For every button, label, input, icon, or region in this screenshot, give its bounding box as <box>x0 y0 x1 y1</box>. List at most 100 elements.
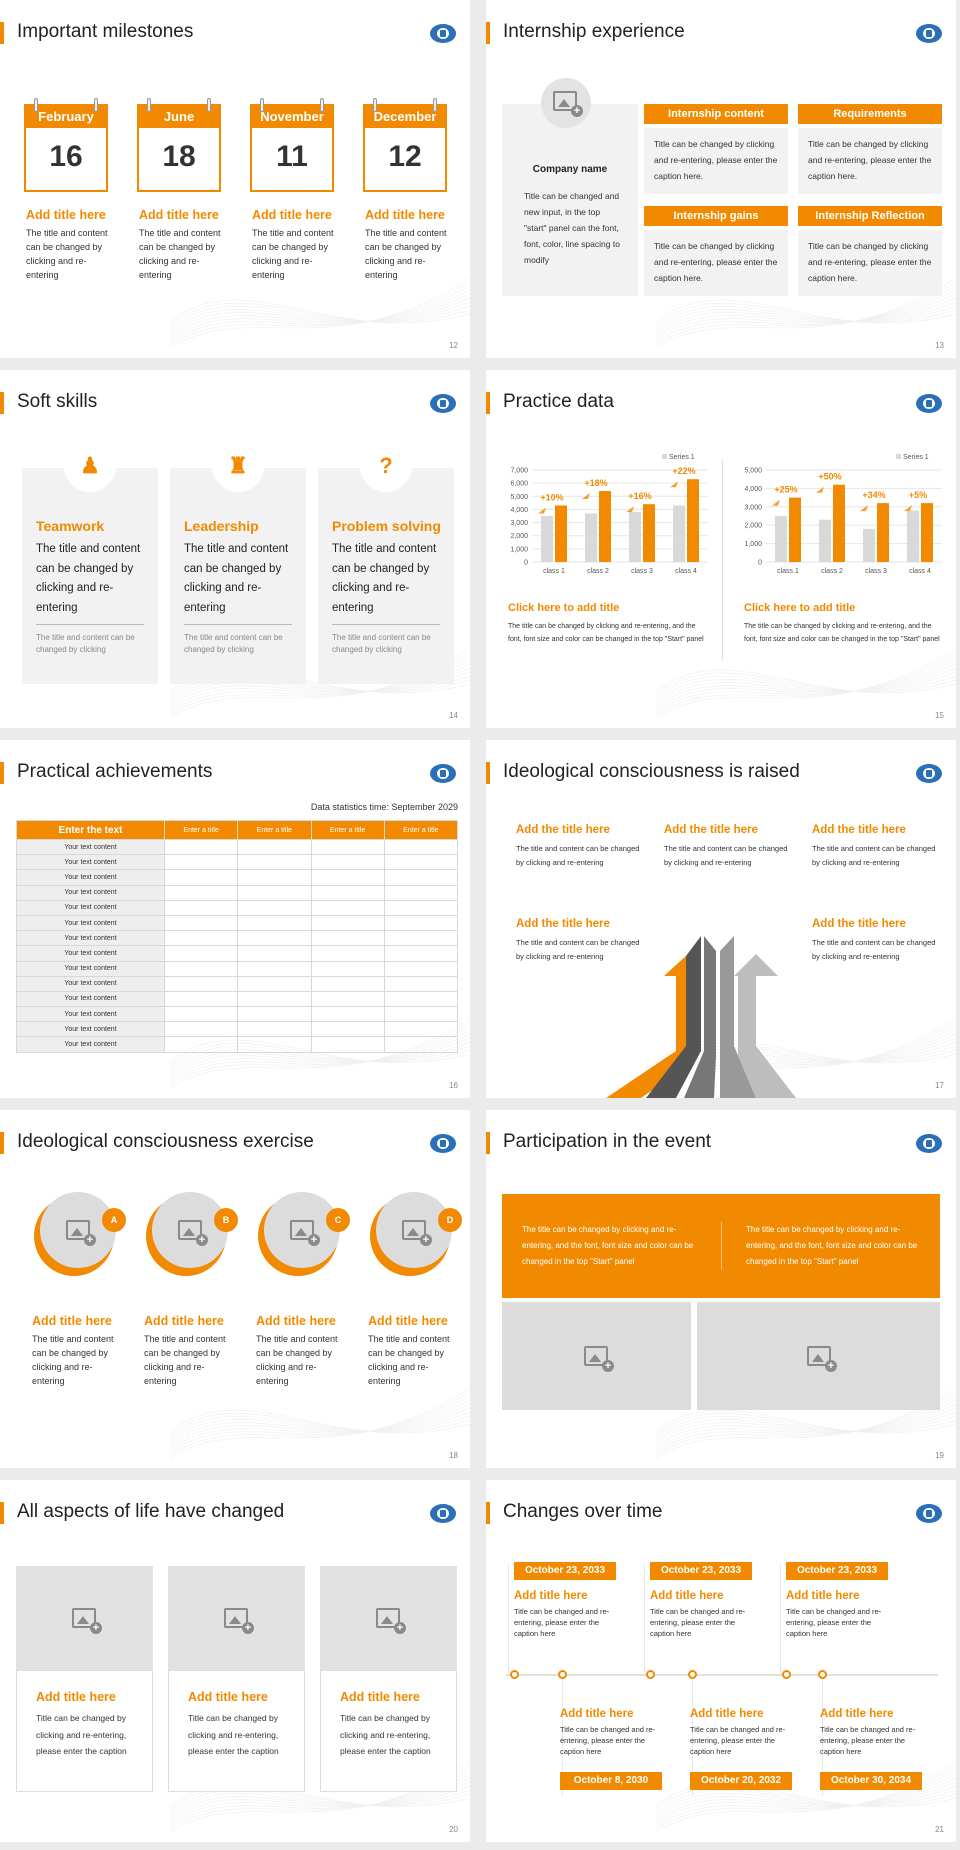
item-text: The title and content can be changed by … <box>516 938 640 961</box>
bar <box>585 513 597 562</box>
slide-title: Practical achievements <box>0 760 212 784</box>
problem-solving-icon: ? <box>360 440 412 492</box>
skill-card <box>318 468 454 684</box>
table-header-cell: Enter a title <box>383 820 459 840</box>
letter-badge: D <box>438 1208 462 1232</box>
item-text: The title and content can be changed by … <box>516 844 640 867</box>
event-text: The title can be changed by clicking and… <box>746 1225 918 1266</box>
row-label: Your text content <box>16 854 165 871</box>
skill-title: Problem solving <box>332 518 441 534</box>
table-cell <box>237 884 312 901</box>
logo-icon <box>916 24 942 43</box>
company-photo <box>541 78 591 128</box>
bar <box>599 491 611 562</box>
image-placeholder-icon <box>290 1220 320 1246</box>
calendar-ring <box>94 98 98 112</box>
stat-time: Data statistics time: September 2029 <box>310 802 458 812</box>
timeline-dot <box>782 1670 791 1679</box>
page-number: 19 <box>935 1451 944 1460</box>
card-text: The title and content can be changed by … <box>32 1334 114 1386</box>
table-cell <box>383 1021 459 1038</box>
calendar-ring <box>433 98 437 112</box>
image-placeholder <box>697 1302 940 1410</box>
slide-title: Ideological consciousness exercise <box>0 1130 314 1154</box>
image-placeholder-icon <box>376 1608 406 1634</box>
table-cell <box>163 884 239 901</box>
calendar-icon: November 11 <box>250 98 334 192</box>
table-row: Your text content <box>16 1021 459 1038</box>
x-tick-label: class 4 <box>675 568 697 575</box>
company-name: Company name <box>532 164 608 175</box>
arrow-icon <box>582 493 590 500</box>
timeline-dot <box>818 1670 827 1679</box>
skill-footnote: The title and content can be changed by … <box>332 633 431 654</box>
table-header-cell: Enter a title <box>163 820 239 840</box>
divider <box>722 460 723 660</box>
growth-annotation: +22% <box>672 466 695 476</box>
image-placeholder-icon <box>584 1346 614 1372</box>
calendar-month: November <box>252 106 332 128</box>
table-cell <box>163 869 239 886</box>
calendar-month: February <box>26 106 106 128</box>
arrow-icon <box>860 505 868 512</box>
y-tick-label: 5,000 <box>744 468 762 475</box>
calendar-day: 18 <box>162 140 196 173</box>
logo-icon <box>916 394 942 413</box>
letter-badge: B <box>214 1208 238 1232</box>
arrow-icon <box>904 505 912 512</box>
slide-title: Soft skills <box>0 390 97 414</box>
timeline-connector <box>822 1676 823 1796</box>
card-title: Add title here <box>365 208 445 222</box>
skill-text: The title and content can be changed by … <box>36 543 141 614</box>
box-panel <box>644 230 788 296</box>
teamwork-icon: ♟ <box>64 440 116 492</box>
box-header: Internship content <box>644 104 788 124</box>
table-cell <box>237 914 312 932</box>
arrow-icon <box>772 499 780 506</box>
slide-title: Changes over time <box>486 1500 662 1524</box>
table-cell <box>163 945 239 962</box>
image-placeholder-icon <box>553 91 583 117</box>
y-tick-label: 4,000 <box>510 507 528 514</box>
table-cell <box>310 1021 385 1038</box>
bar <box>877 503 889 562</box>
timeline-connector <box>508 1564 509 1674</box>
image-placeholder <box>168 1566 305 1670</box>
legend-label: Series 1 <box>903 454 929 461</box>
skill-text: The title and content can be changed by … <box>332 543 437 614</box>
page-number: 18 <box>449 1451 458 1460</box>
bar <box>629 512 641 562</box>
table-cell <box>237 960 312 977</box>
calendar-icon: December 12 <box>363 98 447 192</box>
row-label: Your text content <box>16 1006 165 1023</box>
y-tick-label: 0 <box>524 560 528 567</box>
x-tick-label: class 2 <box>821 568 843 575</box>
table-cell <box>383 838 459 856</box>
slide-18: Ideological consciousness exercise A Add … <box>0 1110 470 1468</box>
table-row: Your text content <box>16 1006 459 1023</box>
row-label: Your text content <box>16 975 165 992</box>
slide-title: Participation in the event <box>486 1130 711 1154</box>
slide-17: Ideological consciousness is raised Add … <box>486 740 956 1098</box>
row-label: Your text content <box>16 930 165 947</box>
card-title: Add title here <box>252 208 332 222</box>
timeline-text: Title can be changed and re-entering, pl… <box>514 1607 610 1638</box>
skill-card <box>170 468 306 684</box>
page-number: 20 <box>449 1825 458 1834</box>
calendar-ring <box>147 98 151 112</box>
x-tick-label: class 2 <box>587 568 609 575</box>
table-cell <box>310 854 385 871</box>
logo-icon <box>916 1134 942 1153</box>
bar <box>921 503 933 562</box>
timeline-title: Add title here <box>560 1708 634 1720</box>
calendar-day: 12 <box>388 140 422 173</box>
page-number: 16 <box>449 1081 458 1090</box>
timeline-title: Add title here <box>820 1708 894 1720</box>
company-text: Title can be changed and new input, in t… <box>524 191 620 265</box>
y-tick-label: 5,000 <box>510 494 528 501</box>
timeline-title: Add title here <box>514 1590 588 1602</box>
calendar-icon: February 16 <box>24 98 108 192</box>
logo-icon <box>430 1504 456 1523</box>
slide-16: Practical achievements Data statistics t… <box>0 740 470 1098</box>
card-title: Add title here <box>36 1690 116 1704</box>
